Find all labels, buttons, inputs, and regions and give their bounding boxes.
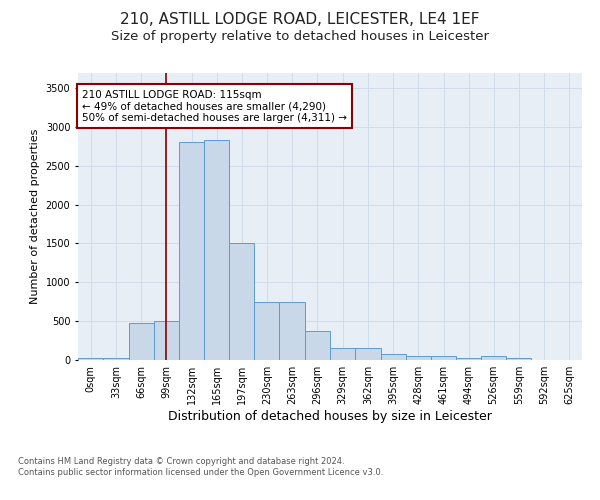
Y-axis label: Number of detached properties: Number of detached properties: [30, 128, 40, 304]
Text: 210 ASTILL LODGE ROAD: 115sqm
← 49% of detached houses are smaller (4,290)
50% o: 210 ASTILL LODGE ROAD: 115sqm ← 49% of d…: [82, 90, 347, 123]
Bar: [406, 356, 431, 360]
Bar: [229, 244, 254, 360]
Text: 210, ASTILL LODGE ROAD, LEICESTER, LE4 1EF: 210, ASTILL LODGE ROAD, LEICESTER, LE4 1…: [120, 12, 480, 28]
Bar: [457, 358, 481, 360]
Bar: [205, 140, 229, 360]
Bar: [305, 331, 330, 360]
Bar: [154, 321, 179, 360]
Bar: [380, 354, 406, 360]
Text: Size of property relative to detached houses in Leicester: Size of property relative to detached ho…: [111, 30, 489, 43]
Bar: [78, 358, 103, 360]
Bar: [506, 358, 532, 360]
Bar: [103, 358, 128, 360]
Text: Contains HM Land Registry data © Crown copyright and database right 2024.
Contai: Contains HM Land Registry data © Crown c…: [18, 458, 383, 477]
Bar: [179, 142, 205, 360]
Bar: [481, 356, 506, 360]
Bar: [128, 323, 154, 360]
Bar: [280, 302, 305, 360]
Bar: [355, 348, 380, 360]
Bar: [330, 348, 355, 360]
Bar: [431, 356, 457, 360]
X-axis label: Distribution of detached houses by size in Leicester: Distribution of detached houses by size …: [168, 410, 492, 423]
Bar: [254, 302, 280, 360]
